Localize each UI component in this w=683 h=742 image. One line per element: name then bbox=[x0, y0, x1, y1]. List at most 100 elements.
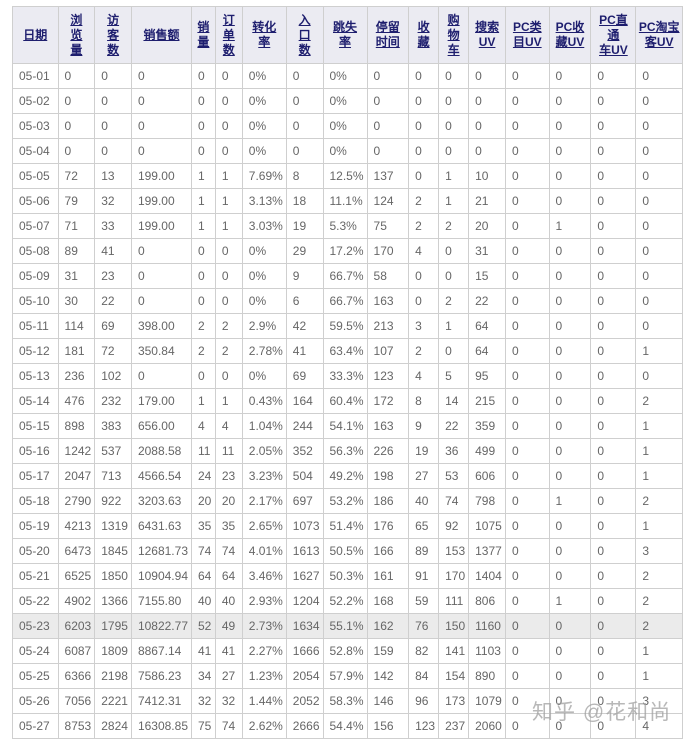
header-row: 日期浏 览 量访 客 数销售额销 量订 单 数转化 率入 口 数跳失 率停留 时… bbox=[12, 6, 683, 64]
date-cell: 05-14 bbox=[12, 388, 59, 414]
cell-visitors: 713 bbox=[94, 463, 132, 489]
column-header-sales-volume[interactable]: 销 量 bbox=[191, 6, 216, 64]
cell-conversion: 2.17% bbox=[241, 488, 287, 514]
column-header-visitors[interactable]: 访 客 数 bbox=[94, 6, 132, 64]
cell-bounce-rate: 52.2% bbox=[322, 588, 368, 614]
table-row: 05-04 0 0 0 0 0 0% 0 0% 0 0 0 0 0 0 0 0 bbox=[12, 138, 683, 164]
table-row: 05-12 181 72 350.84 2 2 2.78% 41 63.4% 107 2 0 64 0 0 0… bbox=[12, 338, 683, 364]
cell-visitors: 72 bbox=[94, 338, 132, 364]
cell-visitors: 41 bbox=[94, 238, 132, 264]
cell-orders: 40 bbox=[214, 588, 243, 614]
date-cell: 05-26 bbox=[12, 688, 59, 714]
cell-entries: 1204 bbox=[285, 588, 324, 614]
cell-pc-express-uv: 0 bbox=[590, 188, 637, 214]
cell-pc-favorite-uv: 0 bbox=[548, 463, 592, 489]
cell-sales-amount: 7586.23 bbox=[130, 663, 193, 689]
cell-pc-category-uv: 0 bbox=[505, 138, 550, 164]
date-cell: 05-03 bbox=[12, 113, 59, 139]
cell-cart: 0 bbox=[438, 263, 470, 289]
cell-pc-category-uv: 0 bbox=[505, 438, 550, 464]
cell-favorites: 82 bbox=[408, 638, 440, 664]
date-cell: 05-22 bbox=[12, 588, 59, 614]
cell-pc-express-uv: 0 bbox=[590, 363, 637, 389]
cell-orders: 1 bbox=[214, 213, 243, 239]
cell-orders: 35 bbox=[214, 513, 243, 539]
column-header-stay-time[interactable]: 停留 时间 bbox=[366, 6, 410, 64]
cell-conversion: 0% bbox=[241, 238, 287, 264]
cell-sales-amount: 4566.54 bbox=[130, 463, 193, 489]
column-header-cart[interactable]: 购 物 车 bbox=[438, 6, 470, 64]
table-row: 05-25 6366 2198 7586.23 34 27 1.23% 2054 57.9% 14… bbox=[12, 663, 683, 689]
cell-pc-taoke-uv: 3 bbox=[635, 538, 683, 564]
table-row: 05-19 4213 1319 6431.63 35 35 2.65% 1073 51.4% 17… bbox=[12, 513, 683, 539]
table-row: 05-14 476 232 179.00 1 1 0.43% 164 60.4% 172 8 14 21… bbox=[12, 388, 683, 414]
cell-conversion: 1.44% bbox=[241, 688, 287, 714]
cell-visitors: 13 bbox=[94, 163, 132, 189]
cell-sales-amount: 398.00 bbox=[130, 313, 193, 339]
cell-pc-taoke-uv: 0 bbox=[635, 163, 683, 189]
cell-cart: 154 bbox=[438, 663, 470, 689]
column-header-pc-category-uv[interactable]: PC类 目UV bbox=[505, 6, 550, 64]
cell-conversion: 4.01% bbox=[241, 538, 287, 564]
column-header-favorites[interactable]: 收 藏 bbox=[408, 6, 440, 64]
cell-sales-volume: 0 bbox=[191, 238, 216, 264]
column-header-date[interactable]: 日期 bbox=[12, 6, 59, 64]
cell-pc-express-uv: 0 bbox=[590, 338, 637, 364]
column-header-pc-taoke-uv[interactable]: PC淘宝 客UV bbox=[635, 6, 683, 64]
cell-sales-amount: 2088.58 bbox=[130, 438, 193, 464]
cell-pc-taoke-uv: 0 bbox=[635, 263, 683, 289]
cell-stay-time: 170 bbox=[366, 238, 410, 264]
cell-pc-taoke-uv: 1 bbox=[635, 438, 683, 464]
cell-visitors: 1366 bbox=[94, 588, 132, 614]
column-header-sales-amount[interactable]: 销售额 bbox=[130, 6, 193, 64]
cell-pc-favorite-uv: 0 bbox=[548, 563, 592, 589]
cell-sales-volume: 0 bbox=[191, 263, 216, 289]
date-cell: 05-25 bbox=[12, 663, 59, 689]
table-row: 05-24 6087 1809 8867.14 41 41 2.27% 1666 52.8% 15… bbox=[12, 638, 683, 664]
cell-conversion: 2.05% bbox=[241, 438, 287, 464]
cell-pc-category-uv: 0 bbox=[505, 488, 550, 514]
date-cell: 05-07 bbox=[12, 213, 59, 239]
column-header-entries[interactable]: 入 口 数 bbox=[285, 6, 324, 64]
cell-pc-taoke-uv: 0 bbox=[635, 138, 683, 164]
cell-pc-favorite-uv: 0 bbox=[548, 663, 592, 689]
column-header-pc-express-uv[interactable]: PC直通 车UV bbox=[590, 6, 637, 64]
cell-pc-category-uv: 0 bbox=[505, 513, 550, 539]
column-header-orders[interactable]: 订 单 数 bbox=[214, 6, 243, 64]
date-cell: 05-12 bbox=[12, 338, 59, 364]
column-header-search-uv[interactable]: 搜索 UV bbox=[468, 6, 507, 64]
cell-stay-time: 162 bbox=[366, 613, 410, 639]
column-header-bounce-rate[interactable]: 跳失 率 bbox=[322, 6, 368, 64]
cell-pc-taoke-uv: 1 bbox=[635, 338, 683, 364]
column-header-pc-favorite-uv[interactable]: PC收 藏UV bbox=[548, 6, 592, 64]
cell-search-uv: 95 bbox=[468, 363, 507, 389]
cell-search-uv: 1075 bbox=[468, 513, 507, 539]
cell-sales-volume: 40 bbox=[191, 588, 216, 614]
cell-entries: 42 bbox=[285, 313, 324, 339]
column-header-conversion[interactable]: 转化 率 bbox=[241, 6, 287, 64]
cell-favorites: 0 bbox=[408, 288, 440, 314]
cell-pc-favorite-uv: 0 bbox=[548, 713, 592, 739]
cell-favorites: 0 bbox=[408, 113, 440, 139]
cell-page-views: 7056 bbox=[57, 688, 96, 714]
column-header-page-views[interactable]: 浏 览 量 bbox=[57, 6, 96, 64]
cell-sales-amount: 199.00 bbox=[130, 213, 193, 239]
cell-entries: 41 bbox=[285, 338, 324, 364]
cell-stay-time: 156 bbox=[366, 713, 410, 739]
date-cell: 05-18 bbox=[12, 488, 59, 514]
date-cell: 05-13 bbox=[12, 363, 59, 389]
cell-entries: 0 bbox=[285, 113, 324, 139]
cell-pc-taoke-uv: 3 bbox=[635, 688, 683, 714]
cell-entries: 29 bbox=[285, 238, 324, 264]
cell-pc-favorite-uv: 0 bbox=[548, 63, 592, 89]
cell-pc-express-uv: 0 bbox=[590, 213, 637, 239]
cell-bounce-rate: 53.2% bbox=[322, 488, 368, 514]
date-cell: 05-21 bbox=[12, 563, 59, 589]
cell-pc-favorite-uv: 0 bbox=[548, 288, 592, 314]
cell-pc-favorite-uv: 0 bbox=[548, 413, 592, 439]
cell-sales-volume: 1 bbox=[191, 388, 216, 414]
cell-conversion: 0% bbox=[241, 88, 287, 114]
cell-bounce-rate: 60.4% bbox=[322, 388, 368, 414]
cell-bounce-rate: 5.3% bbox=[322, 213, 368, 239]
cell-pc-taoke-uv: 0 bbox=[635, 113, 683, 139]
